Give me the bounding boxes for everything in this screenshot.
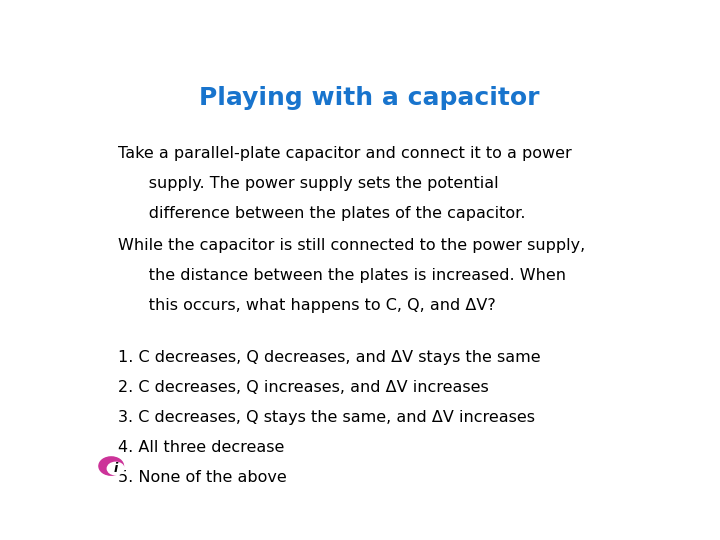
Text: Take a parallel-plate capacitor and connect it to a power: Take a parallel-plate capacitor and conn… — [118, 146, 572, 161]
Text: Playing with a capacitor: Playing with a capacitor — [199, 85, 539, 110]
Text: difference between the plates of the capacitor.: difference between the plates of the cap… — [118, 206, 526, 221]
Text: While the capacitor is still connected to the power supply,: While the capacitor is still connected t… — [118, 238, 585, 253]
Text: i: i — [114, 462, 118, 475]
Text: this occurs, what happens to C, Q, and ΔV?: this occurs, what happens to C, Q, and Δ… — [118, 298, 495, 313]
Text: the distance between the plates is increased. When: the distance between the plates is incre… — [118, 268, 566, 283]
Text: 3. C decreases, Q stays the same, and ΔV increases: 3. C decreases, Q stays the same, and ΔV… — [118, 410, 535, 426]
Text: 1. C decreases, Q decreases, and ΔV stays the same: 1. C decreases, Q decreases, and ΔV stay… — [118, 350, 541, 366]
Circle shape — [99, 457, 124, 475]
Text: supply. The power supply sets the potential: supply. The power supply sets the potent… — [118, 176, 498, 191]
Text: 4. All three decrease: 4. All three decrease — [118, 440, 284, 455]
Circle shape — [107, 462, 124, 475]
Text: 5. None of the above: 5. None of the above — [118, 470, 287, 485]
Text: 2. C decreases, Q increases, and ΔV increases: 2. C decreases, Q increases, and ΔV incr… — [118, 380, 489, 395]
